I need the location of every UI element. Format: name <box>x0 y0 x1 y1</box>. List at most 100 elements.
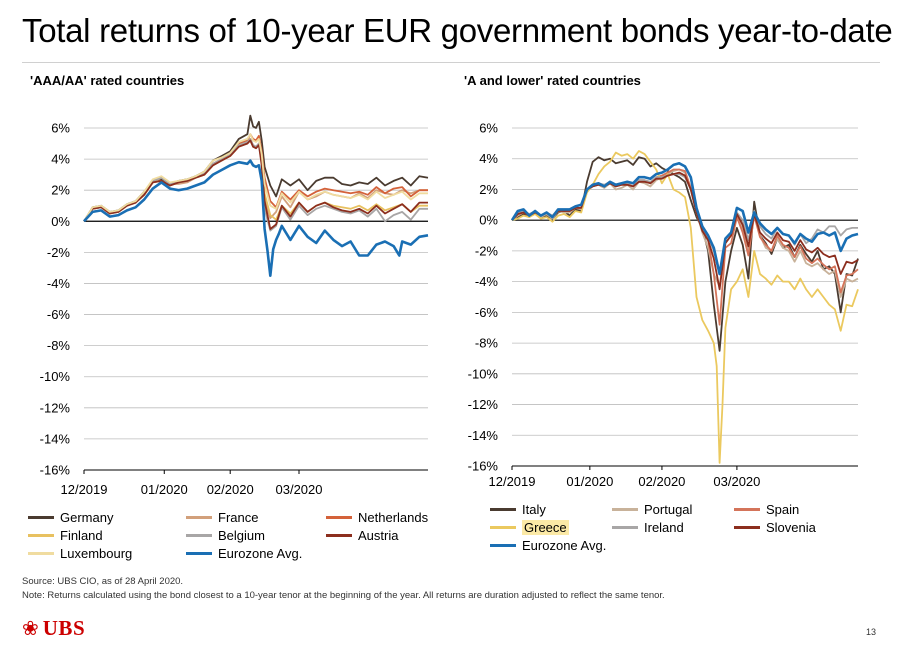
page-title: Total returns of 10-year EUR government … <box>22 12 893 49</box>
legend-label: Netherlands <box>358 510 429 525</box>
legend-label: Italy <box>522 502 546 517</box>
legend-swatch <box>490 508 516 511</box>
legend-swatch <box>186 534 212 537</box>
legend-label: Finland <box>60 528 103 543</box>
x-tick-label: 12/2019 <box>489 474 536 489</box>
legend-item-spain: Spain <box>734 502 799 517</box>
y-tick-label: 4% <box>51 152 70 167</box>
legend-item-ireland: Ireland <box>612 520 684 535</box>
legend-label: Belgium <box>218 528 265 543</box>
keys-icon: ❀ <box>22 618 39 640</box>
y-tick-label: -8% <box>475 336 499 351</box>
x-tick-label: 01/2020 <box>141 482 188 497</box>
right-chart-title: 'A and lower' rated countries <box>464 73 641 88</box>
legend-item-portugal: Portugal <box>612 502 692 517</box>
legend-label: Portugal <box>644 502 693 517</box>
x-tick-label: 03/2020 <box>276 482 323 497</box>
legend-item-greece: Greece <box>490 520 569 535</box>
legend-label: Greece <box>522 520 569 535</box>
y-tick-label: 0% <box>479 213 498 228</box>
series-line-italy <box>511 156 859 352</box>
x-tick-label: 01/2020 <box>566 474 613 489</box>
y-tick-label: 2% <box>479 182 498 197</box>
y-tick-label: -4% <box>47 276 71 291</box>
y-tick-label: 6% <box>51 121 70 136</box>
legend-swatch <box>326 516 352 519</box>
title-divider <box>22 62 880 63</box>
legend-swatch <box>326 534 352 537</box>
y-tick-label: -6% <box>475 305 499 320</box>
x-tick-label: 02/2020 <box>638 474 685 489</box>
y-tick-label: 6% <box>479 121 498 136</box>
left-chart-title: 'AAA/AA' rated countries <box>30 73 185 88</box>
legend-swatch <box>28 552 54 555</box>
page-number: 13 <box>865 627 876 637</box>
x-tick-label: 12/2019 <box>61 482 108 497</box>
y-tick-label: -14% <box>468 428 499 443</box>
legend-swatch <box>186 552 212 555</box>
y-tick-label: -2% <box>47 245 71 260</box>
series-line-greece <box>511 150 859 464</box>
legend-label: Eurozone Avg. <box>218 546 303 561</box>
legend-label: France <box>218 510 259 525</box>
y-tick-label: -4% <box>475 274 499 289</box>
series-line-belgium <box>83 137 428 232</box>
legend-item-finland: Finland <box>28 528 103 543</box>
y-tick-label: -8% <box>47 338 71 353</box>
legend-swatch <box>28 534 54 537</box>
legend-swatch <box>490 544 516 547</box>
series-line-portugal <box>511 168 859 298</box>
y-tick-label: 2% <box>51 183 70 198</box>
source-note: Source: UBS CIO, as of 28 April 2020. <box>22 576 184 587</box>
y-tick-label: -16% <box>40 463 71 478</box>
legend-swatch <box>28 516 54 519</box>
legend-item-luxembourg: Luxembourg <box>28 546 132 561</box>
y-tick-label: -12% <box>40 400 71 415</box>
y-tick-label: -14% <box>40 431 71 446</box>
y-tick-label: -2% <box>475 243 499 258</box>
legend-label: Luxembourg <box>60 546 133 561</box>
series-line-luxembourg <box>83 133 428 222</box>
legend-item-austria: Austria <box>326 528 398 543</box>
legend-label: Eurozone Avg. <box>522 538 607 553</box>
methodology-note: Note: Returns calculated using the bond … <box>22 590 665 601</box>
legend-label: Spain <box>766 502 800 517</box>
legend-swatch <box>612 526 638 529</box>
series-line-eurozone-avg <box>83 159 429 278</box>
y-tick-label: -12% <box>468 397 499 412</box>
legend-swatch <box>734 508 760 511</box>
logo-text: UBS <box>42 616 86 640</box>
y-tick-label: 0% <box>51 214 70 229</box>
legend-swatch <box>490 526 516 529</box>
x-tick-label: 03/2020 <box>713 474 760 489</box>
legend-item-slovenia: Slovenia <box>734 520 816 535</box>
legend-item-france: France <box>186 510 258 525</box>
y-tick-label: -16% <box>468 459 499 474</box>
legend-swatch <box>612 508 638 511</box>
ubs-logo: ❀ UBS <box>22 616 85 641</box>
y-tick-label: -10% <box>468 366 499 381</box>
legend-label: Germany <box>60 510 114 525</box>
legend-item-germany: Germany <box>28 510 113 525</box>
legend-label: Ireland <box>644 520 684 535</box>
series-line-spain <box>511 168 859 326</box>
legend-item-eurozone-avg: Eurozone Avg. <box>490 538 606 553</box>
legend-label: Slovenia <box>766 520 816 535</box>
left-chart: 6% 4% 2% 0% -2% -4% -6% -8% -10% -12% -14% -16% 12/2… <box>40 114 429 497</box>
x-tick-label: 02/2020 <box>207 482 254 497</box>
legend-item-eurozone-avg: Eurozone Avg. <box>186 546 302 561</box>
series-line-slovenia <box>511 171 859 291</box>
legend-item-netherlands: Netherlands <box>326 510 428 525</box>
y-tick-label: 4% <box>479 151 498 166</box>
legend-swatch <box>734 526 760 529</box>
y-tick-label: -6% <box>47 307 71 322</box>
legend-swatch <box>186 516 212 519</box>
legend-item-belgium: Belgium <box>186 528 265 543</box>
series-line-austria <box>83 139 428 230</box>
legend-item-italy: Italy <box>490 502 546 517</box>
right-chart: 6% 4% 2% 0% -2% -4% -6% -8% -10% -12% -14% -16%12/2… <box>468 121 859 489</box>
y-tick-label: -10% <box>40 369 71 384</box>
series-line-eurozone-avg <box>510 162 859 276</box>
legend-label: Austria <box>358 528 399 543</box>
